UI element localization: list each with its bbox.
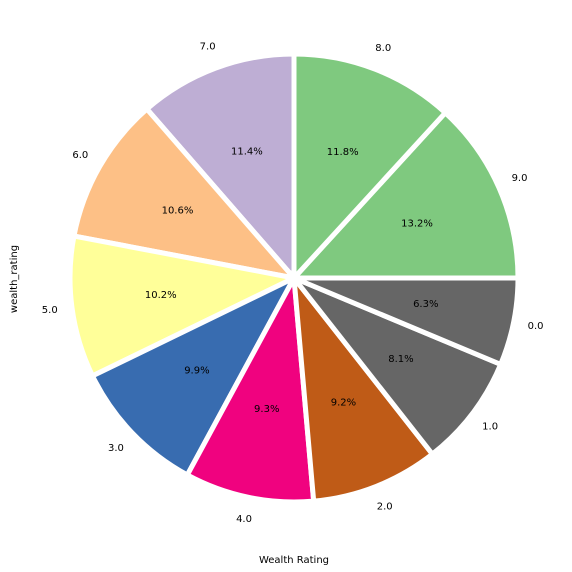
pie-slice-7-0	[143, 51, 297, 285]
pie-slice-6-0	[71, 105, 301, 282]
slice-category-label: 0.0	[528, 321, 544, 332]
slice-category-label: 7.0	[200, 42, 216, 53]
x-axis-label: Wealth Rating	[259, 555, 329, 566]
slice-category-label: 6.0	[72, 150, 88, 161]
slice-category-label: 5.0	[42, 305, 58, 316]
slice-percent-label: 13.2%	[401, 218, 433, 229]
pie-labels: 9.0 13.2% 8.0 11.8% 7.0 11.4% 6.0 10.6% 5.0 10.2%…	[42, 42, 544, 525]
slice-percent-label: 11.8%	[327, 147, 359, 158]
pie-slice-1-0	[286, 271, 504, 458]
slice-category-label: 1.0	[482, 422, 498, 433]
pie-slice-0-0	[293, 275, 521, 368]
slice-category-label: 2.0	[377, 502, 393, 513]
pie-slice-9-0	[288, 109, 521, 281]
slice-percent-label: 10.6%	[162, 206, 194, 217]
slice-percent-label: 9.3%	[254, 404, 279, 415]
pie-slice-3-0	[89, 272, 300, 479]
pie-slice-8-0	[291, 51, 449, 285]
slice-category-label: 3.0	[108, 443, 124, 454]
pie-slice-4-0	[183, 269, 317, 505]
slice-percent-label: 9.9%	[184, 365, 209, 376]
pie-slices	[67, 51, 521, 505]
slice-percent-label: 9.2%	[331, 397, 356, 408]
slice-percent-label: 10.2%	[145, 290, 177, 301]
slice-percent-label: 6.3%	[413, 299, 438, 310]
slice-percent-label: 8.1%	[388, 354, 413, 365]
slice-percent-label: 11.4%	[231, 147, 263, 158]
slice-category-label: 4.0	[236, 514, 252, 525]
slice-category-label: 9.0	[512, 173, 528, 184]
y-axis-label: wealth_rating	[9, 245, 20, 313]
slice-category-label: 8.0	[375, 43, 391, 54]
pie-slice-5-0	[67, 233, 302, 380]
pie-slice-2-0	[290, 269, 436, 504]
